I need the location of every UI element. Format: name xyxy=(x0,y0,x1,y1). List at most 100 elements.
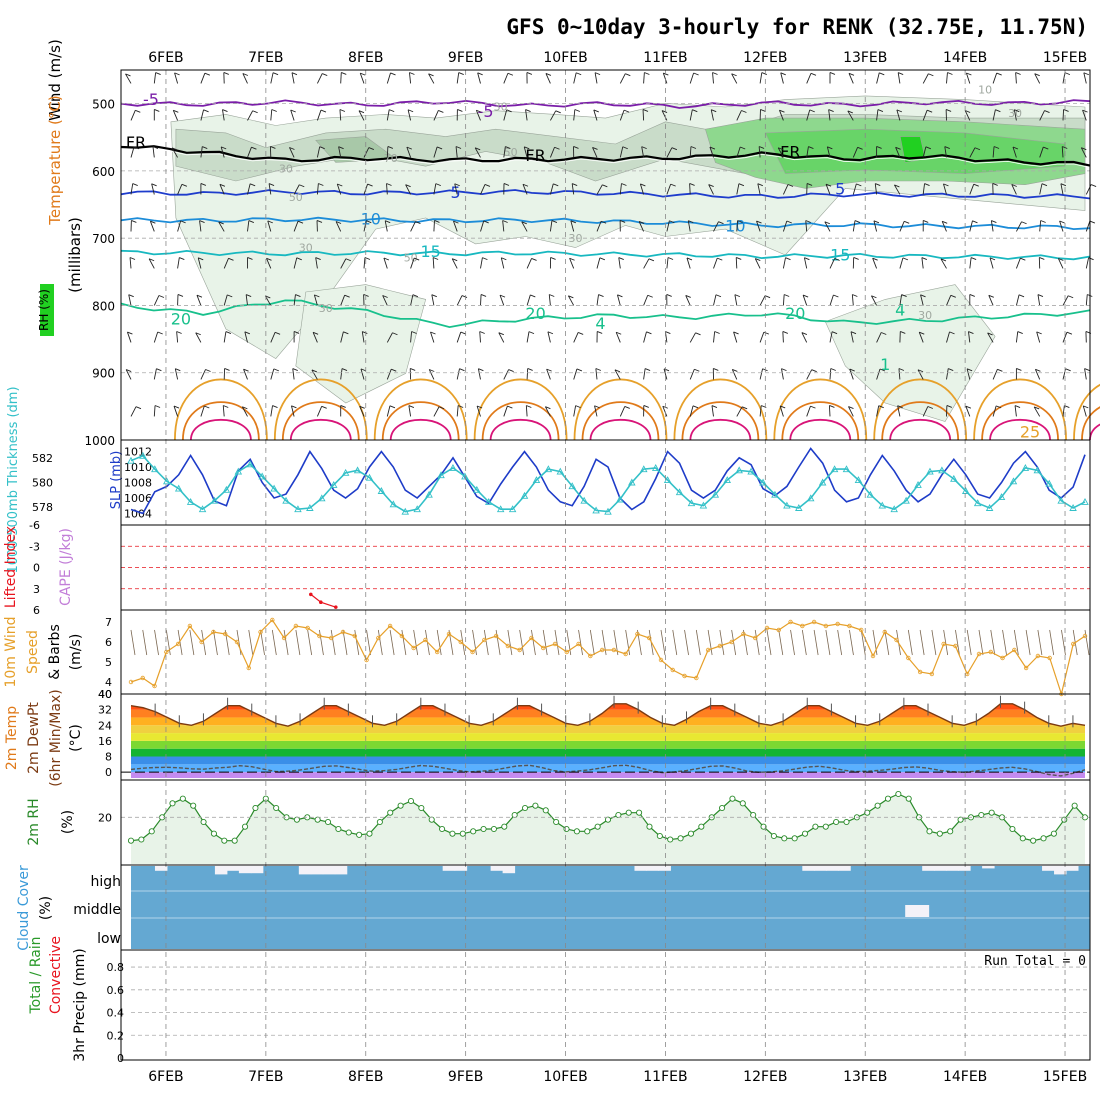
wind10m-barb xyxy=(330,629,336,656)
wind-barb xyxy=(708,184,714,195)
thickness-point xyxy=(914,480,922,488)
surface-temp-contour xyxy=(781,401,860,441)
wind-barb xyxy=(223,294,228,306)
wind-barb-flag xyxy=(128,294,134,298)
temp-tick-label: 0 xyxy=(105,766,112,779)
wind-barb xyxy=(130,183,134,195)
wind-barb xyxy=(451,258,458,269)
wind-barb-flag xyxy=(135,109,141,113)
wind-barb xyxy=(454,183,458,195)
rh-point xyxy=(252,804,259,812)
wind-barb-flag xyxy=(733,331,739,335)
wind-barb xyxy=(1060,183,1064,195)
wind-speed-point xyxy=(882,629,887,635)
wind-barb xyxy=(596,294,599,306)
rh-point xyxy=(895,790,902,798)
wind-barb xyxy=(713,331,716,343)
wind-barb-flag xyxy=(454,183,460,187)
rh-point xyxy=(459,830,466,837)
wind-barb xyxy=(965,72,971,84)
wind10m-barb xyxy=(884,629,890,656)
wind-barb-flag xyxy=(1089,220,1096,224)
surface-temp-contour xyxy=(1081,406,1100,441)
y-label-speed: Speed xyxy=(25,630,41,674)
wind-barb-flag xyxy=(133,146,140,150)
thickness-point xyxy=(151,465,159,473)
precip-tick-label: 0.6 xyxy=(107,984,125,997)
wind-barb-flag xyxy=(528,331,535,335)
wind-speed-point xyxy=(682,673,687,679)
temp-band xyxy=(131,756,1085,765)
thickness-tick-label: 580 xyxy=(32,477,53,490)
wind-barb xyxy=(987,332,994,343)
wind-barb xyxy=(386,146,389,158)
wind-barb-flag xyxy=(338,146,344,150)
surface-temp-contour xyxy=(989,419,1051,441)
surface-temp-contour xyxy=(689,419,752,441)
surface-temp-contour xyxy=(673,378,768,441)
wind-barb xyxy=(410,331,413,343)
wind-barb-flag xyxy=(458,72,464,75)
wind-barb xyxy=(806,109,811,121)
wind-barb xyxy=(922,73,929,84)
rh-point xyxy=(729,795,736,802)
wind-speed-point xyxy=(329,635,334,641)
wind-barb xyxy=(386,72,391,84)
wind-barb-flag xyxy=(319,146,325,150)
wind-barb-flag xyxy=(389,109,395,113)
wind-barb xyxy=(872,258,878,269)
wind-barb xyxy=(685,295,691,306)
wind-barb-flag xyxy=(969,294,975,297)
wind-speed-point xyxy=(894,637,899,643)
rh-point xyxy=(521,804,529,812)
wind-barb xyxy=(126,331,132,343)
temp-band xyxy=(131,717,1085,726)
rh-point xyxy=(553,818,560,826)
wind-barb xyxy=(619,183,622,195)
wind-barb-flag xyxy=(501,257,507,261)
wind-barb xyxy=(992,405,997,417)
wind-barb-flag xyxy=(132,183,138,187)
wind-barb-flag xyxy=(129,257,136,260)
thickness-point xyxy=(127,456,135,464)
wind-barb-flag xyxy=(1017,331,1023,334)
wind-speed-point xyxy=(847,623,852,629)
wind-barb-flag xyxy=(406,146,413,150)
thickness-point xyxy=(771,490,779,498)
temp-band xyxy=(131,733,1085,741)
wind-barb xyxy=(826,146,831,158)
wind-barb xyxy=(689,369,695,380)
wind-barb xyxy=(595,368,598,380)
wind-barb xyxy=(618,257,621,269)
wind-barb-flag xyxy=(387,146,394,149)
contour-label: -5 xyxy=(143,90,159,109)
wind-barb-flag xyxy=(339,109,346,112)
wind-barb xyxy=(689,405,694,417)
wind-barb-flag xyxy=(1058,258,1064,261)
surface-temp-contour xyxy=(889,419,952,441)
wind-barb xyxy=(1083,72,1087,84)
wind-barb xyxy=(200,109,204,121)
wind-barb-flag xyxy=(174,72,180,76)
wind-barb-flag xyxy=(368,147,374,150)
rh-tick-label: 20 xyxy=(98,811,112,824)
wind-barb-flag xyxy=(685,294,691,298)
cloud-gap xyxy=(1042,866,1055,871)
thickness-point xyxy=(365,473,374,481)
wind-barb-flag xyxy=(625,73,631,77)
wind-barb-flag xyxy=(205,369,211,372)
thickness-point xyxy=(818,478,827,486)
surface-temp-contour xyxy=(389,419,452,441)
thickness-point xyxy=(556,467,565,475)
wind-barb-flag xyxy=(248,220,255,223)
wind-barb xyxy=(1015,72,1017,84)
thickness-point xyxy=(461,472,469,480)
wind-barb-flag xyxy=(506,109,512,113)
wind-barb xyxy=(456,72,460,84)
surface-temp-contour xyxy=(789,419,852,441)
wind-barb-flag xyxy=(756,220,762,224)
wind-barb-flag xyxy=(1083,72,1089,76)
wind-barb xyxy=(316,183,319,195)
wind-barb-flag xyxy=(1040,220,1046,223)
wind-barb-flag xyxy=(274,331,281,335)
